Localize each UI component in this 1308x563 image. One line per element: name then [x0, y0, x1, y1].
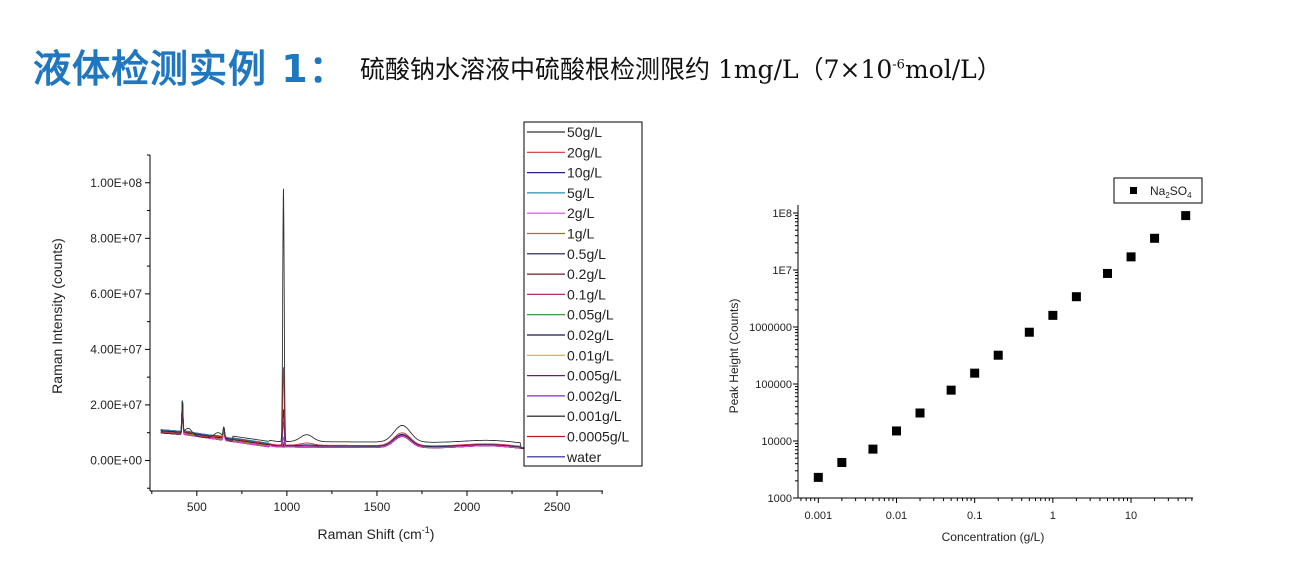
- legend-label: 0.01g/L: [567, 347, 614, 363]
- data-point: [915, 408, 925, 418]
- x-tick-label: 2000: [454, 500, 481, 514]
- data-point: [837, 457, 847, 467]
- subtitle-text-end: mol/L）: [904, 55, 1002, 84]
- legend-label: 1g/L: [567, 226, 594, 242]
- legend-label: 0.2g/L: [567, 266, 606, 282]
- spectrum-line-20g/L: [160, 367, 602, 453]
- legend-label: 20g/L: [567, 144, 602, 160]
- data-point: [1071, 292, 1081, 302]
- legend-sub: 4: [1187, 191, 1192, 200]
- legend-label: 2g/L: [567, 205, 594, 221]
- legend: Na2SO4: [1113, 177, 1203, 204]
- legend: 50g/L 20g/L 10g/L 5g/L 2g/L 1g/L 0.5g/L 0.2g/L 0…: [523, 121, 643, 467]
- x-tick-label: 1000: [274, 500, 301, 514]
- y-tick-label: 1E7: [772, 265, 792, 277]
- data-point: [868, 444, 878, 454]
- data-point: [1181, 211, 1191, 221]
- data-point: [1048, 310, 1058, 320]
- legend-label: 50g/L: [567, 124, 602, 140]
- legend-label: Na2SO4: [1150, 184, 1192, 200]
- x-axis-label-end: ): [430, 526, 435, 542]
- data-point: [813, 472, 823, 482]
- data-point: [970, 368, 980, 378]
- spectrum-line-50g/L: [160, 188, 602, 453]
- subtitle-text: 硫酸钠水溶液中硫酸根检测限约 1mg/L（7×10: [360, 55, 893, 84]
- spectrum-line-2g/L: [160, 403, 602, 453]
- legend-label: water: [566, 449, 602, 465]
- data-point: [1103, 268, 1113, 278]
- legend-text: Na: [1150, 184, 1166, 198]
- y-tick-label: 1000: [768, 493, 792, 505]
- y-tick-label: 10000: [761, 436, 792, 448]
- data-point: [946, 385, 956, 395]
- data-point: [1150, 233, 1160, 243]
- legend-label: 0.1g/L: [567, 286, 606, 302]
- peak-height-chart: 1000 10000 100000 1000000 1E7 1E8 0.001 0.01 0.1…: [727, 177, 1203, 544]
- legend-text: SO: [1170, 184, 1187, 198]
- subtitle-exponent: -6: [892, 57, 905, 73]
- x-axis-label-sup: -1: [422, 525, 430, 535]
- y-tick-label: 4.00E+07: [90, 342, 142, 356]
- page-title: 液体检测实例 1：: [33, 47, 348, 91]
- legend-label: 0.002g/L: [567, 388, 622, 404]
- x-axis-label: Concentration (g/L): [942, 530, 1045, 544]
- data-point: [1126, 252, 1136, 262]
- legend-label: 0.0005g/L: [567, 429, 629, 445]
- spectra-lines: [160, 188, 602, 453]
- y-tick-label: 1000000: [749, 322, 792, 334]
- x-tick-label: 0.01: [886, 510, 907, 522]
- x-tick-label: 500: [187, 500, 207, 514]
- x-tick-label: 2500: [544, 500, 571, 514]
- legend-sub: 2: [1165, 191, 1170, 200]
- y-tick-label: 1.00E+08: [90, 176, 142, 190]
- y-tick-label: 2.00E+07: [90, 398, 142, 412]
- legend-label: 0.001g/L: [567, 408, 622, 424]
- data-point: [1024, 327, 1034, 337]
- legend-label: 0.02g/L: [567, 327, 614, 343]
- raman-spectra-chart: 0.00E+00 2.00E+07 4.00E+07 6.00E+07 8.00E+07…: [49, 121, 643, 542]
- y-tick-label: 100000: [755, 379, 792, 391]
- data-point: [993, 350, 1003, 360]
- y-axis-label: Peak Height (Counts): [727, 299, 741, 414]
- x-tick-label: 10: [1125, 510, 1137, 522]
- y-tick-label: 1E8: [772, 208, 792, 220]
- page-subtitle: 硫酸钠水溶液中硫酸根检测限约 1mg/L（7×10-6mol/L）: [360, 50, 1002, 86]
- x-tick-label: 1500: [364, 500, 391, 514]
- legend-label: 0.05g/L: [567, 307, 614, 323]
- x-tick-label: 0.1: [967, 510, 982, 522]
- legend-label: 0.005g/L: [567, 368, 622, 384]
- legend-label: 0.5g/L: [567, 246, 606, 262]
- x-axis-label: Raman Shift (cm-1): [318, 525, 435, 542]
- legend-box: [1113, 177, 1203, 204]
- legend-label: 5g/L: [567, 185, 594, 201]
- x-axis-label-text: Raman Shift (cm: [318, 526, 422, 542]
- legend-marker: [1130, 187, 1137, 194]
- x-tick-label: 1: [1050, 510, 1056, 522]
- legend-label: 10g/L: [567, 165, 602, 181]
- y-tick-label: 0.00E+00: [90, 453, 142, 467]
- y-axis-label: Raman Intensity (counts): [49, 238, 65, 394]
- y-tick-label: 8.00E+07: [90, 231, 142, 245]
- data-point: [891, 426, 901, 436]
- y-tick-label: 6.00E+07: [90, 287, 142, 301]
- x-tick-label: 0.001: [805, 510, 833, 522]
